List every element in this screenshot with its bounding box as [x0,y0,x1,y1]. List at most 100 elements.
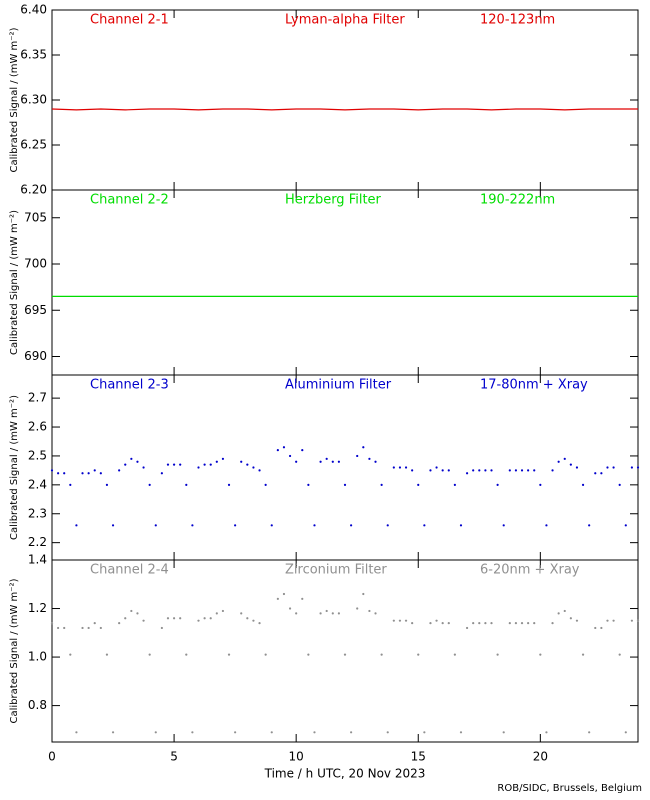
data-point [130,457,133,460]
data-point [319,460,322,463]
data-point [624,524,627,527]
data-point [270,731,273,734]
filter-title: Aluminium Filter [285,378,392,393]
y-tick-label: 6.30 [20,93,47,107]
data-point [606,619,609,622]
data-point [63,472,66,475]
data-point [148,653,151,656]
data-point [581,653,585,656]
data-point [465,626,469,630]
data-point [496,483,499,486]
data-point [508,469,511,472]
data-point [386,731,389,734]
data-point [160,626,163,630]
y-tick-label: 690 [24,349,47,363]
y-tick-label: 2.5 [28,448,47,462]
data-point [221,457,225,460]
filter-title: Lyman-alpha Filter [285,13,405,28]
data-point [520,469,524,472]
data-point [490,621,493,625]
x-tick-label: 10 [289,750,304,764]
data-point [69,653,72,656]
data-point [508,621,511,625]
y-tick-label: 2.6 [28,420,47,434]
data-point [185,653,188,656]
data-point [539,483,542,486]
data-point [203,617,206,620]
data-point [380,653,383,656]
data-point [191,731,194,734]
data-point [563,457,566,460]
data-point [380,483,383,486]
data-point [502,731,505,734]
data-point [240,460,243,463]
data-point [484,469,487,472]
data-point [252,619,255,622]
data-point [630,619,633,622]
data-point [81,472,84,475]
data-point [441,621,444,625]
data-point [234,731,237,734]
data-point [136,612,139,615]
data-point [350,524,353,527]
data-point [575,619,579,622]
data-point [142,619,145,622]
data-point [63,626,66,630]
data-point [319,612,322,615]
y-tick-label: 2.7 [28,391,47,405]
data-point [368,457,371,460]
data-point [227,653,231,656]
y-tick-label: 2.2 [28,535,47,549]
data-point [618,653,621,656]
data-point [502,524,505,527]
data-point [484,621,487,625]
data-point [545,524,548,527]
data-point [459,731,463,734]
data-point [575,466,579,469]
data-point [594,626,597,630]
y-tick-label: 1.0 [28,650,47,664]
data-point [154,524,157,527]
data-point [124,463,127,466]
data-point [118,469,121,472]
channel-title: Channel 2-4 [90,563,169,578]
data-point [435,466,438,469]
data-point [624,731,627,734]
data-point [539,653,542,656]
data-point [87,626,90,630]
data-point [209,617,212,620]
data-point [75,731,78,734]
data-point [313,731,316,734]
data-point [325,609,328,613]
data-point [435,619,438,622]
data-point [490,469,493,472]
data-point [288,454,292,458]
data-point [69,483,72,486]
data-point [240,612,243,615]
data-point [148,483,151,486]
data-point [99,626,102,630]
data-point [636,466,640,469]
data-point [392,619,395,622]
data-point [404,619,408,622]
data-point [325,457,328,460]
data-point [264,653,267,656]
data-point [166,617,170,620]
data-point [514,469,518,472]
channel-title: Channel 2-2 [90,193,169,208]
data-point [50,469,54,472]
data-point [417,483,420,486]
data-point [356,607,359,610]
data-point [496,653,499,656]
y-axis-label: Calibrated Signal / (mW m⁻²) [9,27,20,172]
x-tick-label: 15 [411,750,426,764]
data-point [551,469,554,472]
data-point [478,469,481,472]
data-point [295,612,298,615]
data-point [557,460,560,463]
filter-title: Zirconium Filter [285,563,387,578]
filter-title: Herzberg Filter [285,193,382,208]
y-tick-label: 6.25 [20,138,47,152]
